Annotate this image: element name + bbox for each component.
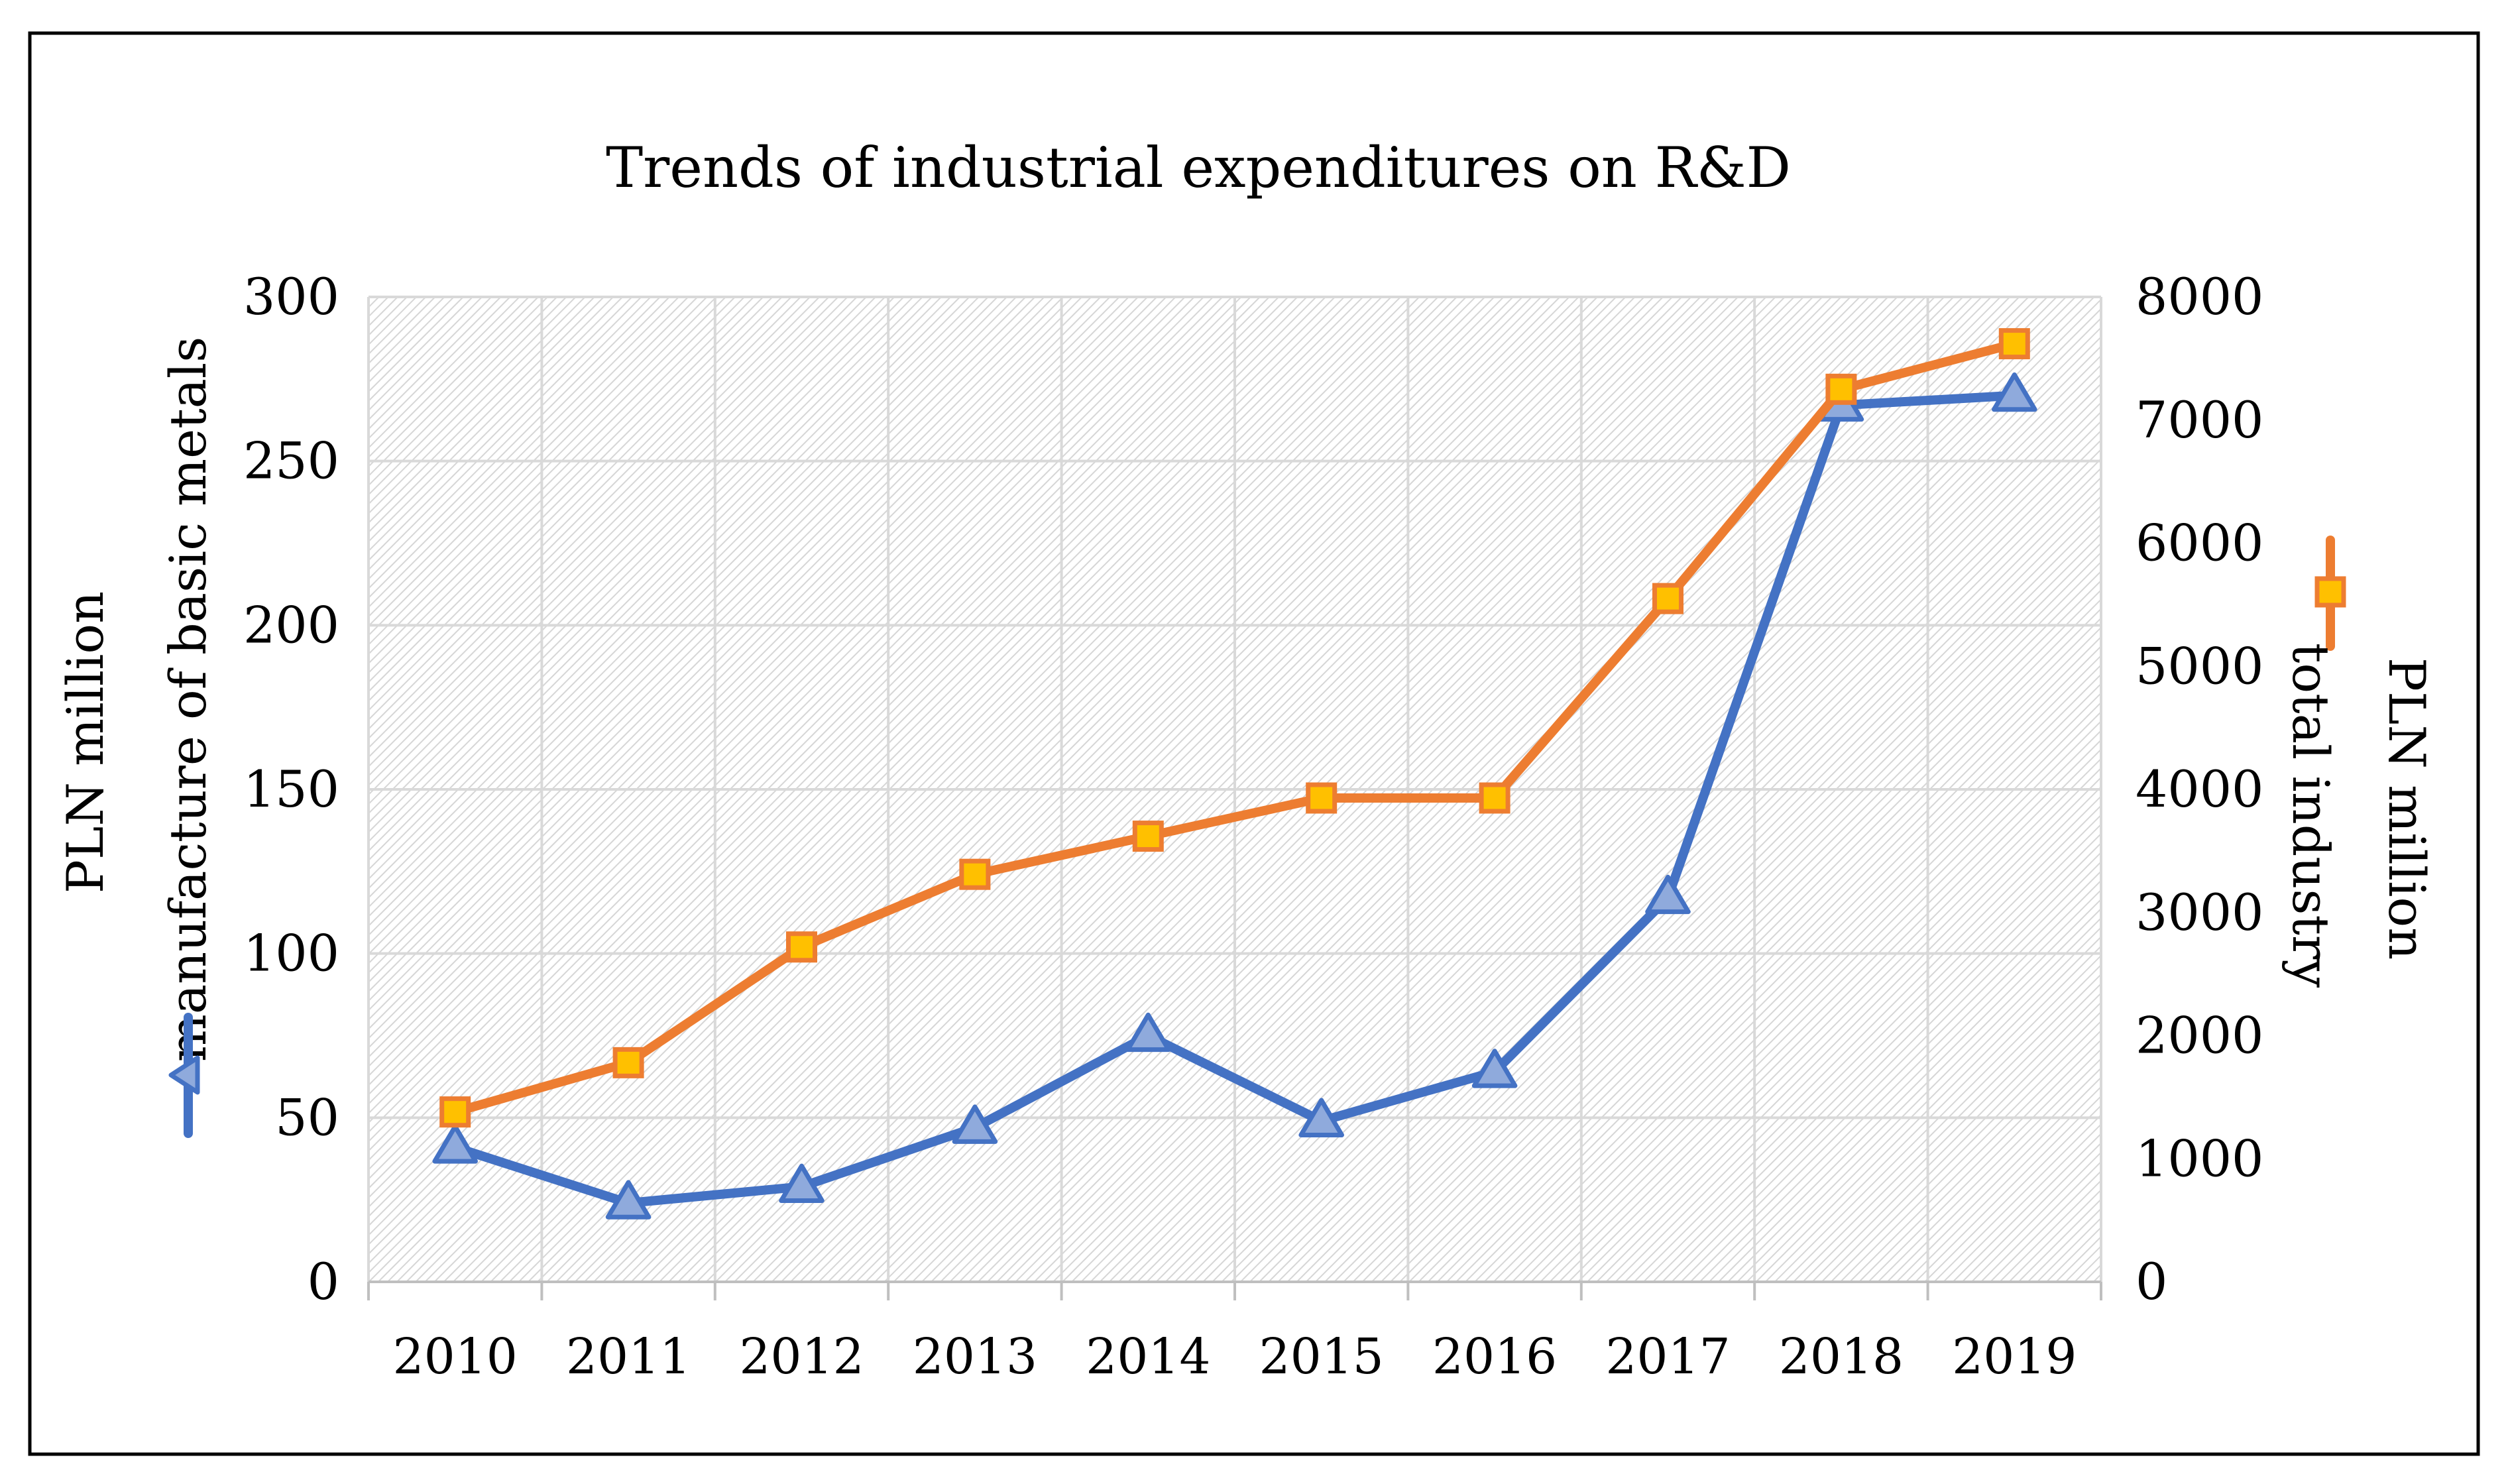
left-tick-label: 50	[275, 1088, 339, 1147]
right-tick-label: 2000	[2136, 1006, 2263, 1065]
axes	[367, 1281, 2102, 1300]
left-tick-label: 250	[243, 431, 339, 490]
right-tick-label: 6000	[2136, 514, 2263, 573]
data-point	[1998, 328, 2030, 360]
left-tick-label: 150	[243, 760, 339, 819]
x-tick-label: 2017	[1605, 1328, 1730, 1385]
data-point	[612, 1047, 644, 1078]
right-tick-label: 5000	[2136, 636, 2263, 695]
x-tick-label: 2013	[913, 1328, 1037, 1385]
series-1	[439, 328, 2030, 1128]
series-layer	[432, 328, 2037, 1220]
left-axis-ticks: 0 50 100 150 200 250 300	[243, 267, 339, 1311]
right-tick-label: 0	[2136, 1252, 2167, 1311]
right-tick-label: 8000	[2136, 267, 2263, 326]
data-point	[439, 1096, 471, 1128]
right-axis-ticks: 0 1000 2000 3000 4000 5000 6000 7000 8000	[2136, 267, 2263, 1311]
data-point	[432, 1124, 478, 1164]
right-axis-title: total industry PLN million	[2281, 536, 2436, 988]
data-point	[779, 1163, 825, 1204]
data-point	[786, 931, 817, 963]
x-tick-label: 2010	[393, 1328, 518, 1385]
right-tick-label: 7000	[2136, 390, 2263, 449]
data-point	[1652, 583, 1683, 614]
left-tick-label: 0	[308, 1252, 339, 1311]
x-axis-ticks: 2010 2011 2012 2013 2014 2015 2016 2017 2018 2019	[393, 1328, 2077, 1385]
x-tick-label: 2016	[1432, 1328, 1557, 1385]
data-point	[1125, 1012, 1171, 1053]
x-tick-label: 2019	[1952, 1328, 2077, 1385]
data-point	[605, 1180, 652, 1220]
left-axis-unit-label: PLN million	[56, 591, 115, 893]
left-tick-label: 300	[243, 267, 339, 326]
right-axis-unit-label: PLN million	[2377, 657, 2436, 960]
data-point	[959, 858, 991, 890]
x-tick-label: 2014	[1086, 1328, 1210, 1385]
left-series-name-label: manufacture of basic metals	[158, 337, 217, 1062]
left-tick-label: 200	[243, 595, 339, 654]
gridlines	[367, 296, 2102, 1282]
data-point	[1306, 782, 1338, 814]
left-tick-label: 100	[243, 924, 339, 983]
series-line	[450, 390, 2020, 1208]
right-legend-marker	[2314, 576, 2346, 608]
data-point	[1298, 1098, 1344, 1137]
data-point	[1645, 874, 1691, 915]
x-tick-label: 2015	[1259, 1328, 1384, 1385]
left-legend-marker	[168, 1055, 200, 1095]
data-point	[1479, 782, 1510, 814]
x-tick-label: 2011	[566, 1328, 691, 1385]
data-point	[952, 1104, 998, 1144]
right-tick-label: 4000	[2136, 760, 2263, 819]
right-tick-label: 3000	[2136, 883, 2263, 942]
chart-title: Trends of industrial expenditures on R&D	[606, 135, 1791, 200]
data-point	[1471, 1049, 1518, 1088]
left-axis-title: PLN million manufacture of basic metals	[56, 337, 217, 1138]
x-tick-label: 2012	[739, 1328, 864, 1385]
right-series-name-label: total industry	[2281, 643, 2340, 988]
data-point	[1825, 373, 1857, 405]
x-tick-label: 2018	[1779, 1328, 1904, 1385]
series-line	[450, 339, 2020, 1117]
data-point	[1132, 821, 1164, 852]
right-tick-label: 1000	[2136, 1129, 2263, 1188]
data-point	[1992, 372, 2037, 412]
right-legend-square-icon	[2314, 536, 2346, 651]
left-legend-triangle-icon	[168, 1013, 200, 1138]
